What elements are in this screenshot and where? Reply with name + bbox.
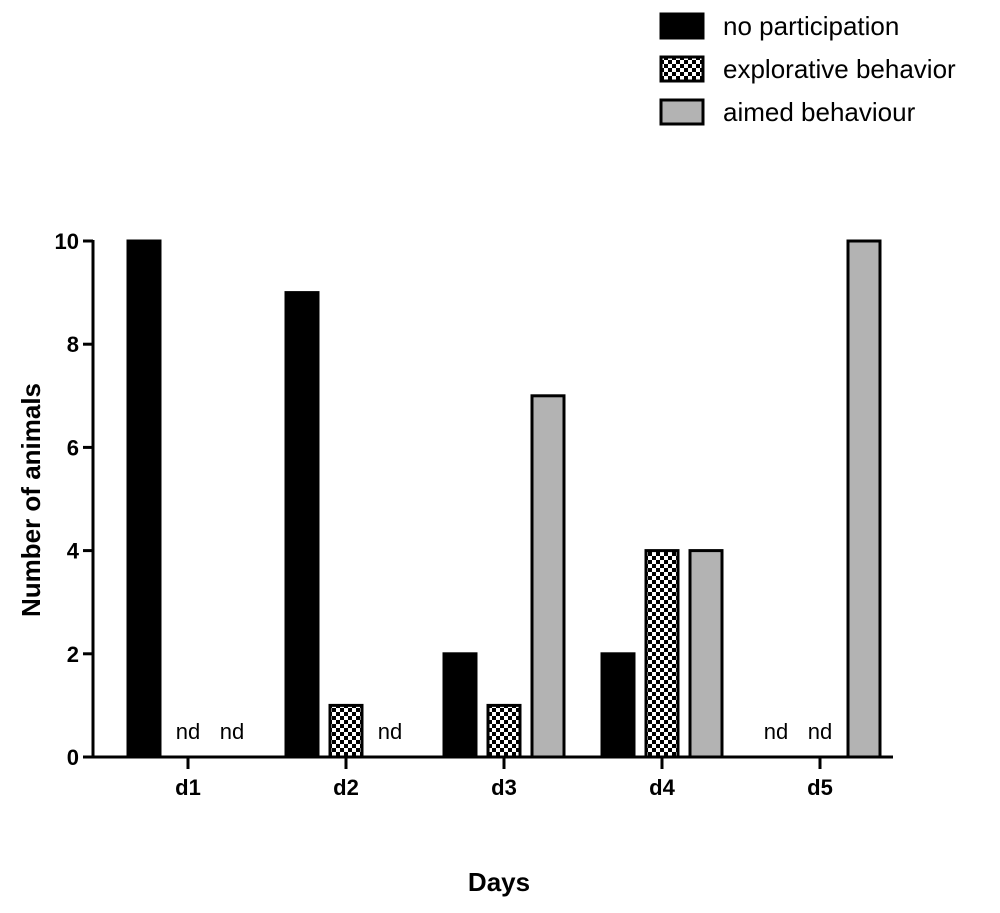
legend-swatch <box>659 98 705 126</box>
bar <box>126 239 162 759</box>
y-tick-label: 10 <box>55 229 79 254</box>
nd-label: nd <box>220 719 244 744</box>
bar <box>530 394 566 759</box>
nd-label: nd <box>808 719 832 744</box>
y-tick-label: 0 <box>67 745 79 770</box>
x-tick-label: d5 <box>807 775 833 800</box>
bars: nd nd nd nd nd <box>126 239 882 759</box>
bar <box>284 291 320 759</box>
bar <box>688 549 724 759</box>
nd-label: nd <box>764 719 788 744</box>
legend: no participation explorative behavior aime… <box>659 11 956 127</box>
nd-label: nd <box>176 719 200 744</box>
x-tick-label: d2 <box>333 775 359 800</box>
legend-label: aimed behaviour <box>723 97 916 127</box>
axes: 0 2 4 6 8 10 d1 d2 d3 d4 d5 <box>55 229 893 800</box>
bar <box>328 703 364 759</box>
x-axis-title: Days <box>468 867 530 897</box>
x-tick-label: d1 <box>175 775 201 800</box>
legend-label: no participation <box>723 11 899 41</box>
y-tick-label: 8 <box>67 332 79 357</box>
bar <box>486 703 522 759</box>
bar <box>442 652 478 759</box>
legend-label: explorative behavior <box>723 54 956 84</box>
bar <box>846 239 882 759</box>
legend-swatch <box>659 55 705 83</box>
y-axis-title: Number of animals <box>16 383 46 617</box>
legend-swatch <box>659 12 705 40</box>
bar <box>600 652 636 759</box>
bar <box>644 549 680 759</box>
x-tick-label: d3 <box>491 775 517 800</box>
x-tick-label: d4 <box>649 775 675 800</box>
y-tick-label: 4 <box>67 539 80 564</box>
y-tick-label: 2 <box>67 642 79 667</box>
nd-label: nd <box>378 719 402 744</box>
y-tick-label: 6 <box>67 435 79 460</box>
